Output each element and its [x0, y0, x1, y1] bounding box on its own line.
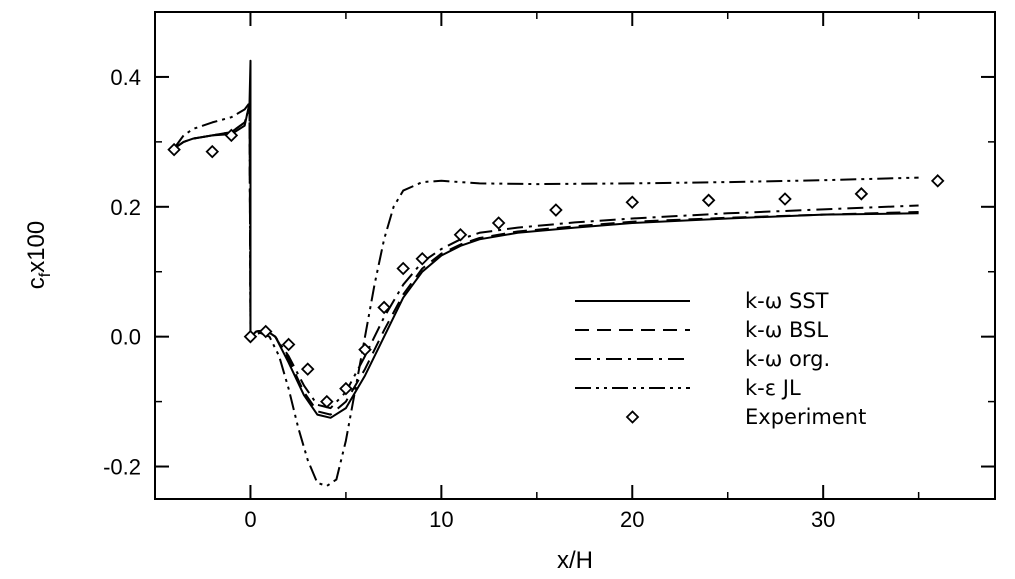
legend-label: k-ω org. [745, 347, 830, 371]
experiment-point [491, 216, 506, 230]
experiment-point [396, 261, 410, 276]
x-tick-label: 10 [429, 507, 453, 532]
series-layer [173, 59, 919, 487]
experiment-point [415, 251, 430, 266]
experiment-point [258, 324, 273, 339]
plot-frame [154, 11, 996, 500]
y-axis-title-sub: f [37, 272, 54, 277]
y-axis-title-rest: x100 [23, 221, 50, 273]
experiment-point [549, 203, 563, 217]
experiment-point [205, 144, 220, 159]
experiment-point [453, 227, 468, 242]
legend-label-experiment: Experiment [745, 405, 866, 429]
experiment-point [625, 195, 640, 210]
experiment-markers [167, 128, 945, 409]
y-tick-label: 0.0 [110, 325, 141, 350]
series-line-0 [173, 59, 919, 419]
legend-label: k-ε JL [745, 376, 801, 400]
experiment-point [300, 362, 315, 376]
legend: k-ω SST k-ω BSL k-ω org. k-ε JL Experiment [575, 289, 866, 429]
y-tick-label: -0.2 [103, 455, 141, 480]
svg-text:cfx100: cfx100 [23, 221, 54, 290]
experiment-point [778, 192, 792, 206]
legend-label: k-ω SST [745, 289, 829, 313]
experiment-point [377, 300, 391, 315]
experiment-point [281, 337, 296, 352]
y-tick-label: 0.2 [110, 195, 141, 220]
series-line-2 [173, 105, 919, 410]
legend-experiment-marker [625, 410, 640, 424]
experiment-point [701, 193, 716, 208]
y-axis: -0.2 0.0 0.2 0.4 [103, 65, 995, 480]
x-tick-label: 0 [244, 507, 256, 532]
series-line-3 [173, 101, 919, 487]
x-axis-title: x/H [557, 547, 593, 574]
experiment-point [224, 128, 239, 143]
legend-label: k-ω BSL [745, 318, 828, 342]
experiment-point [167, 142, 181, 157]
experiment-point [243, 329, 258, 344]
experiment-point [320, 394, 334, 409]
x-axis: 0 10 20 30 [154, 12, 920, 532]
experiment-point [930, 174, 945, 188]
experiment-point [854, 187, 869, 201]
x-tick-label: 20 [620, 507, 644, 532]
x-tick-label: 30 [811, 507, 835, 532]
y-axis-title: cfx100 [23, 221, 54, 290]
experiment-point [339, 381, 353, 396]
experiment-point [358, 342, 372, 357]
y-axis-title-main: c [23, 277, 50, 289]
y-tick-label: 0.4 [110, 65, 141, 90]
